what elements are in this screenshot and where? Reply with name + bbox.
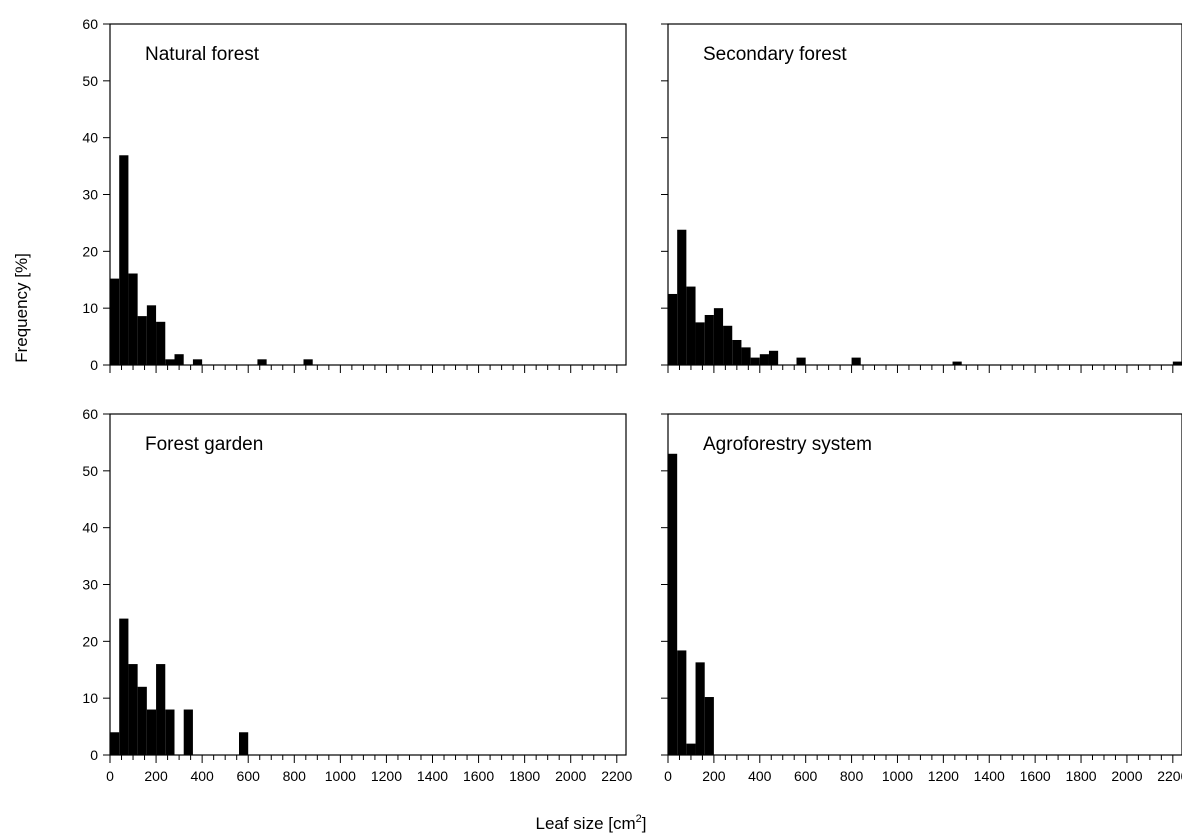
x-tick-label: 0	[664, 768, 672, 784]
y-tick-label: 20	[82, 243, 98, 259]
bar	[146, 709, 157, 755]
y-tick-label: 10	[82, 690, 98, 706]
bar	[174, 354, 184, 365]
bar	[192, 359, 203, 365]
x-tick-label: 1400	[417, 768, 448, 784]
x-axis-title: Leaf size [cm2]	[535, 813, 646, 833]
x-tick-label: 1800	[1065, 768, 1096, 784]
y-tick-label: 0	[90, 747, 98, 763]
x-axis-title-text: Leaf size [cm	[535, 814, 635, 833]
x-tick-label: 2200	[601, 768, 632, 784]
bar	[677, 650, 687, 755]
x-tick-label: 1000	[882, 768, 913, 784]
x-tick-label: 2000	[1111, 768, 1142, 784]
bar	[668, 293, 678, 365]
bar	[668, 453, 678, 755]
y-tick-label: 10	[82, 300, 98, 316]
bar	[110, 732, 120, 755]
bar	[137, 686, 147, 755]
x-tick-label: 1200	[928, 768, 959, 784]
x-tick-label: 0	[106, 768, 114, 784]
y-tick-label: 30	[82, 187, 98, 203]
x-tick-label: 1600	[1020, 768, 1051, 784]
bar	[183, 709, 193, 755]
y-tick-label: 60	[82, 16, 98, 32]
x-tick-label: 2200	[1157, 768, 1182, 784]
y-tick-label: 20	[82, 633, 98, 649]
bar	[110, 278, 120, 365]
bar	[952, 361, 962, 365]
x-tick-label: 1400	[974, 768, 1005, 784]
x-axis-title-close: ]	[642, 814, 647, 833]
chart-panel-3: 0 200 400 600 800 1000 1200 1400 1600 1800 2000 220…	[82, 406, 632, 784]
bar	[704, 697, 714, 755]
x-tick-label: 200	[702, 768, 726, 784]
bar	[146, 305, 157, 365]
x-axis-title-superscript: 2	[636, 813, 642, 825]
x-tick-label: 400	[748, 768, 772, 784]
bar	[165, 709, 175, 755]
bar	[1172, 361, 1182, 365]
x-tick-label: 1200	[371, 768, 402, 784]
bar	[796, 357, 806, 365]
plot-frame	[109, 413, 627, 756]
bar	[165, 359, 175, 365]
panel-title: Agroforestry system	[703, 434, 872, 455]
y-tick-label: 50	[82, 463, 98, 479]
bar	[128, 273, 138, 365]
y-axis-title: Frequency [%]	[12, 253, 31, 363]
chart-panel-2: Secondary forest	[661, 23, 1182, 373]
bar	[713, 308, 724, 365]
bar	[257, 359, 267, 365]
panels-group: 0 10 20 30 40 50 60 Natural forest Secondary for…	[82, 16, 1182, 784]
bar	[750, 357, 760, 365]
x-tick-label: 1800	[509, 768, 540, 784]
bar	[768, 350, 779, 365]
bar	[677, 229, 687, 365]
y-tick-label: 40	[82, 520, 98, 536]
bar	[128, 664, 138, 755]
plot-frame	[667, 23, 1182, 366]
y-tick-label: 50	[82, 73, 98, 89]
bar	[156, 664, 166, 755]
bar	[704, 314, 714, 365]
bar	[695, 322, 705, 366]
bar	[695, 662, 705, 755]
bar	[686, 286, 696, 365]
y-tick-label: 60	[82, 406, 98, 422]
y-tick-label: 40	[82, 130, 98, 146]
bar	[137, 316, 147, 365]
bar	[156, 321, 166, 365]
x-tick-label: 2000	[555, 768, 586, 784]
x-tick-label: 400	[190, 768, 214, 784]
chart-panel-1: 0 10 20 30 40 50 60 Natural forest	[82, 16, 627, 373]
plot-frame	[667, 413, 1182, 756]
bar	[119, 618, 129, 755]
bar	[686, 743, 696, 755]
panel-title: Natural forest	[145, 44, 260, 65]
x-tick-label: 800	[283, 768, 307, 784]
bar	[303, 359, 313, 365]
x-tick-label: 600	[794, 768, 818, 784]
bar	[851, 357, 861, 365]
panel-title: Forest garden	[145, 434, 263, 455]
bar	[239, 732, 249, 755]
bar	[741, 347, 751, 365]
y-tick-label: 30	[82, 577, 98, 593]
bar	[732, 339, 742, 365]
x-tick-label: 1600	[463, 768, 494, 784]
chart-panel-4: 0 200 400 600 800 1000 1200 1400 1600 1800 2000 220…	[661, 413, 1182, 784]
panel-title: Secondary forest	[703, 44, 847, 65]
plot-frame	[109, 23, 627, 366]
x-tick-label: 200	[144, 768, 168, 784]
x-tick-label: 1000	[325, 768, 356, 784]
bar	[119, 155, 129, 365]
bar	[723, 325, 733, 365]
x-tick-label: 600	[237, 768, 261, 784]
y-tick-label: 0	[90, 357, 98, 373]
bar	[759, 354, 769, 365]
x-tick-label: 800	[840, 768, 864, 784]
